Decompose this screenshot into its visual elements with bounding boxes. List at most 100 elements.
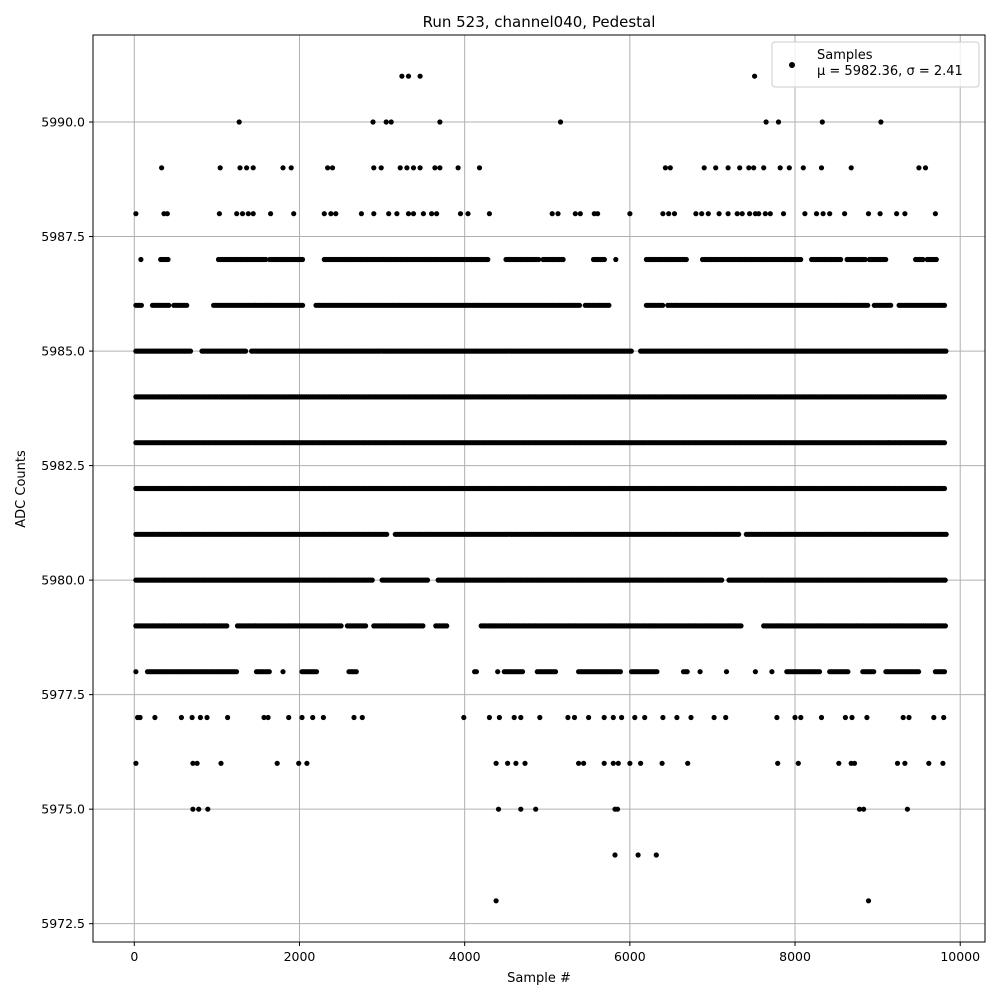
data-point [739,211,745,217]
data-point [769,669,775,675]
data-point [522,760,528,766]
data-point [820,211,826,217]
data-point [204,714,210,721]
data-point [861,806,867,812]
data-point [371,165,377,171]
data-point [926,760,932,766]
data-point [187,348,194,354]
data-point [878,119,884,125]
data-point [310,714,316,721]
data-point [304,760,310,766]
data-point [404,165,410,171]
y-tick-label: 5977.5 [41,687,85,702]
data-point [610,714,616,721]
data-point [871,669,877,675]
y-tick-label: 5980.0 [41,573,85,588]
data-point [615,760,621,766]
data-point [762,211,768,217]
data-point [218,760,224,766]
data-point [775,760,781,766]
data-point [942,577,948,583]
data-point [752,669,759,675]
data-point [495,806,502,812]
y-axis-label: ADC Counts [14,450,29,528]
data-point [877,211,883,217]
y-tick-label: 5982.5 [41,458,85,473]
data-point [405,73,412,79]
legend-series-name: Samples [817,48,873,63]
data-point [900,714,906,721]
legend-stats: μ = 5982.36, σ = 2.41 [817,64,963,79]
data-point [751,165,757,171]
data-point [736,531,742,537]
data-point [369,577,375,583]
data-point [774,714,780,721]
data-point [485,256,491,263]
data-point [864,714,870,721]
data-point [518,714,524,721]
data-point [410,165,417,171]
data-point [576,760,582,766]
data-point [333,211,339,217]
data-point [827,211,833,217]
data-point [358,211,364,217]
data-point [328,211,334,217]
data-point [906,714,912,721]
data-point [654,669,660,675]
data-point [437,165,443,171]
data-point [862,256,868,263]
data-point [747,211,753,217]
data-point [493,760,499,766]
data-point [133,669,139,675]
data-point [370,119,376,125]
data-point [245,211,251,217]
data-point [217,165,223,171]
data-point [571,714,578,721]
data-point [299,256,306,263]
data-point [888,302,894,308]
y-tick-label: 5972.5 [41,916,85,931]
data-point [693,211,699,217]
data-point [386,211,392,217]
data-point [166,302,172,308]
data-point [635,852,641,858]
data-point [410,211,417,217]
data-point [577,211,583,217]
data-point [667,165,673,171]
data-point [263,256,269,263]
data-point [761,165,767,171]
data-point [763,119,769,125]
data-point [338,623,344,629]
data-point [613,256,619,263]
data-point [725,165,731,171]
data-point [329,165,336,171]
data-point [734,211,740,217]
data-point [688,714,694,721]
data-point [775,119,782,125]
data-point [197,714,203,721]
data-point [486,714,492,721]
data-point [244,165,250,171]
data-point [902,760,908,766]
data-point [683,256,689,263]
data-point [851,760,858,766]
data-point [685,760,691,766]
data-point [133,211,139,217]
data-point [225,714,231,721]
data-point [137,714,143,721]
data-point [931,714,937,721]
data-point [519,669,526,675]
data-point [595,211,601,217]
data-point [511,714,517,721]
data-point [476,165,483,171]
axes-frame [92,34,986,943]
y-tick-label: 5987.5 [41,229,85,244]
data-point [662,165,669,171]
data-point [496,714,502,721]
data-point [612,852,618,858]
data-point [461,714,467,721]
data-point [560,256,566,263]
data-point [190,760,196,766]
data-point [904,806,911,812]
data-point [432,165,438,171]
